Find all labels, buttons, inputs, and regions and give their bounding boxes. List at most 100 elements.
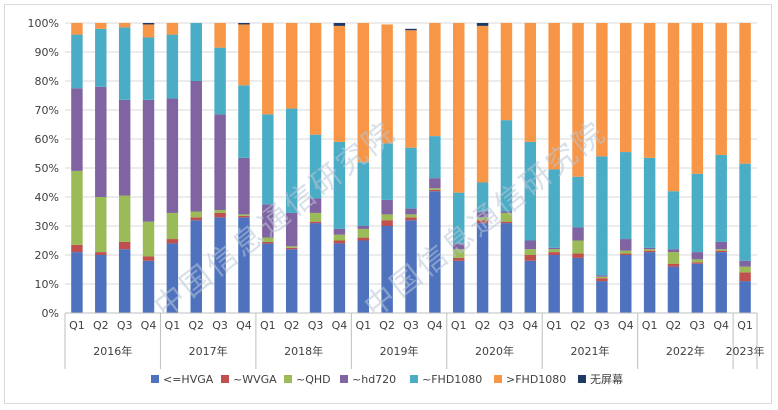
- bar-segment[interactable]: [309, 23, 322, 135]
- bar-segment[interactable]: [667, 249, 680, 253]
- bar-segment[interactable]: [643, 157, 656, 248]
- bar-segment[interactable]: [309, 134, 322, 199]
- bar-segment[interactable]: [476, 182, 489, 212]
- bar-segment[interactable]: [71, 88, 83, 171]
- bar-segment[interactable]: [190, 211, 202, 218]
- bar-segment[interactable]: [381, 24, 393, 144]
- bar-segment[interactable]: [715, 252, 727, 313]
- bar-segment[interactable]: [238, 24, 250, 86]
- bar-segment[interactable]: [262, 23, 274, 115]
- bar-segment[interactable]: [190, 217, 202, 221]
- bar-segment[interactable]: [142, 23, 155, 25]
- bar-segment[interactable]: [142, 24, 155, 38]
- bar-segment[interactable]: [262, 114, 274, 205]
- bar-segment[interactable]: [548, 169, 560, 248]
- bar-stack[interactable]: [667, 23, 680, 313]
- bar-segment[interactable]: [476, 223, 489, 313]
- bar-segment[interactable]: [524, 240, 537, 250]
- bar-segment[interactable]: [500, 212, 513, 222]
- bar-segment[interactable]: [452, 192, 465, 244]
- bar-segment[interactable]: [405, 220, 417, 313]
- bar-stack[interactable]: [405, 28, 417, 313]
- bar-segment[interactable]: [739, 163, 751, 261]
- bar-segment[interactable]: [381, 220, 393, 226]
- bar-segment[interactable]: [620, 255, 632, 313]
- bar-segment[interactable]: [357, 226, 370, 229]
- bar-segment[interactable]: [405, 30, 417, 148]
- bar-segment[interactable]: [238, 215, 250, 218]
- bar-segment[interactable]: [166, 243, 179, 313]
- bar-stack[interactable]: [476, 23, 489, 313]
- bar-segment[interactable]: [142, 221, 155, 257]
- bar-segment[interactable]: [452, 243, 465, 250]
- bar-segment[interactable]: [596, 275, 608, 277]
- bar-stack[interactable]: [309, 23, 322, 313]
- bar-segment[interactable]: [667, 23, 680, 192]
- bar-segment[interactable]: [142, 99, 155, 222]
- bar-segment[interactable]: [142, 256, 155, 261]
- bar-segment[interactable]: [643, 23, 656, 158]
- bar-segment[interactable]: [118, 241, 131, 250]
- bar-stack[interactable]: [620, 23, 632, 313]
- bar-segment[interactable]: [309, 212, 322, 222]
- bar-segment[interactable]: [667, 191, 680, 250]
- bar-segment[interactable]: [166, 34, 179, 99]
- bar-segment[interactable]: [309, 198, 322, 213]
- bar-segment[interactable]: [476, 217, 489, 221]
- bar-segment[interactable]: [715, 250, 727, 253]
- bar-segment[interactable]: [572, 257, 584, 313]
- bar-segment[interactable]: [357, 162, 370, 226]
- bar-segment[interactable]: [596, 156, 608, 276]
- bar-segment[interactable]: [643, 247, 656, 250]
- bar-segment[interactable]: [452, 257, 465, 261]
- bar-segment[interactable]: [452, 260, 465, 313]
- bar-segment[interactable]: [214, 23, 226, 48]
- bar-segment[interactable]: [500, 23, 513, 121]
- bar-segment[interactable]: [476, 25, 489, 183]
- bar-segment[interactable]: [405, 217, 417, 221]
- bar-segment[interactable]: [381, 199, 393, 215]
- bar-stack[interactable]: [357, 23, 370, 314]
- bar-segment[interactable]: [572, 176, 584, 228]
- bar-segment[interactable]: [596, 276, 608, 279]
- bar-stack[interactable]: [429, 23, 441, 313]
- bar-segment[interactable]: [548, 247, 560, 250]
- bar-segment[interactable]: [118, 195, 131, 242]
- bar-segment[interactable]: [71, 244, 83, 253]
- bar-segment[interactable]: [548, 255, 560, 313]
- bar-segment[interactable]: [71, 170, 83, 245]
- legend-item[interactable]: ~hd720: [340, 373, 396, 386]
- bar-stack[interactable]: [452, 23, 465, 313]
- bar-segment[interactable]: [739, 260, 751, 267]
- bar-segment[interactable]: [285, 23, 298, 109]
- bar-segment[interactable]: [214, 217, 226, 313]
- bar-segment[interactable]: [357, 240, 370, 314]
- bar-segment[interactable]: [429, 23, 441, 137]
- bar-segment[interactable]: [71, 34, 83, 89]
- bar-segment[interactable]: [476, 220, 489, 224]
- bar-segment[interactable]: [715, 241, 727, 250]
- bar-segment[interactable]: [333, 141, 346, 229]
- bar-segment[interactable]: [71, 252, 83, 313]
- bar-segment[interactable]: [739, 272, 751, 282]
- bar-segment[interactable]: [405, 214, 417, 218]
- bar-segment[interactable]: [739, 23, 751, 164]
- bar-stack[interactable]: [71, 23, 83, 313]
- bar-segment[interactable]: [620, 152, 632, 240]
- bar-segment[interactable]: [262, 241, 274, 244]
- bar-segment[interactable]: [524, 249, 537, 255]
- bar-segment[interactable]: [548, 23, 560, 170]
- bar-segment[interactable]: [596, 278, 608, 282]
- bar-segment[interactable]: [691, 173, 704, 253]
- bar-segment[interactable]: [285, 246, 298, 248]
- bar-segment[interactable]: [643, 252, 656, 313]
- bar-segment[interactable]: [596, 23, 608, 157]
- bar-segment[interactable]: [357, 228, 370, 238]
- bar-segment[interactable]: [95, 255, 107, 313]
- bar-segment[interactable]: [214, 212, 226, 218]
- legend-item[interactable]: >FHD1080: [494, 373, 566, 386]
- bar-segment[interactable]: [118, 99, 131, 196]
- bar-stack[interactable]: [548, 23, 560, 313]
- bar-segment[interactable]: [715, 154, 727, 242]
- bar-segment[interactable]: [524, 23, 537, 142]
